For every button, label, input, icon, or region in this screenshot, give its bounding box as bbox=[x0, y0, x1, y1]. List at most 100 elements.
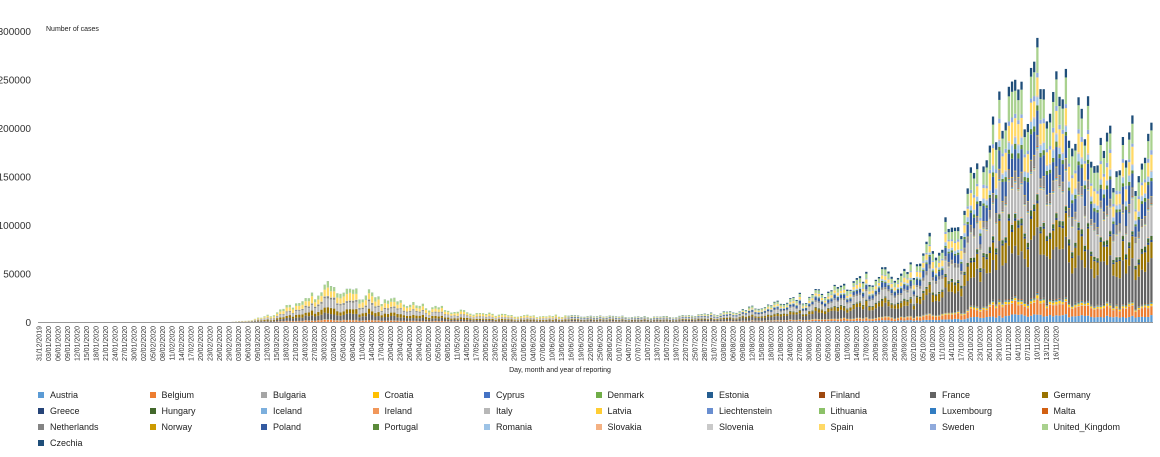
bar-segment bbox=[504, 320, 507, 322]
bar-segment bbox=[472, 315, 475, 318]
bar-segment bbox=[450, 313, 453, 316]
bar-segment bbox=[266, 315, 269, 318]
bar-segment bbox=[447, 319, 450, 322]
bar-segment bbox=[431, 318, 434, 322]
bar-segment bbox=[348, 302, 352, 309]
bar-segment bbox=[405, 311, 409, 313]
bar-segment bbox=[295, 311, 298, 315]
bar-segment bbox=[570, 315, 573, 316]
bar-segment bbox=[580, 317, 583, 318]
bar-segment bbox=[418, 318, 421, 322]
bar-segment bbox=[291, 316, 295, 319]
bar-segment bbox=[380, 317, 383, 321]
bar-segment bbox=[390, 307, 393, 309]
bar-segment bbox=[709, 319, 713, 321]
bar-segment bbox=[459, 311, 463, 315]
bar-segment bbox=[263, 317, 266, 319]
bar-segment bbox=[377, 296, 380, 300]
bar-segment bbox=[380, 315, 383, 318]
bar-segment bbox=[466, 312, 469, 314]
bar-segment bbox=[611, 320, 615, 322]
bar-segment bbox=[282, 321, 285, 322]
bar-segment bbox=[494, 315, 497, 317]
bar-segment bbox=[738, 315, 741, 317]
bar-segment bbox=[437, 309, 440, 313]
bar-segment bbox=[383, 313, 386, 317]
bar-segment bbox=[380, 304, 383, 307]
bar-segment bbox=[396, 314, 399, 318]
bar-segment bbox=[298, 310, 301, 311]
bar-segment bbox=[561, 320, 564, 321]
bar-segment bbox=[627, 317, 630, 319]
bar-segment bbox=[532, 316, 535, 318]
bar-segment bbox=[314, 299, 317, 303]
bar-segment bbox=[725, 316, 729, 318]
bar-segment bbox=[583, 318, 586, 319]
bar-segment bbox=[421, 303, 424, 307]
bar-segment bbox=[352, 309, 355, 314]
bar-segment bbox=[301, 310, 304, 315]
bar-segment bbox=[364, 312, 367, 317]
bar-segment bbox=[418, 312, 421, 316]
bar-segment bbox=[485, 319, 488, 321]
bar-segment bbox=[488, 314, 491, 317]
bar-segment bbox=[266, 319, 269, 321]
bar-segment bbox=[570, 318, 573, 319]
bar-segment bbox=[462, 321, 466, 322]
bar-segment bbox=[576, 320, 580, 322]
bar-segment bbox=[301, 304, 304, 309]
bar-segment bbox=[345, 294, 348, 301]
bar-segment bbox=[621, 319, 624, 321]
bar-segment bbox=[317, 315, 320, 320]
bar-segment bbox=[339, 312, 342, 316]
bar-segment bbox=[415, 305, 418, 308]
bar-segment bbox=[456, 313, 459, 316]
bar-segment bbox=[412, 305, 415, 310]
bar-segment bbox=[405, 312, 409, 316]
bar-segment bbox=[393, 306, 396, 308]
bar-segment bbox=[390, 312, 393, 316]
bar-segment bbox=[352, 313, 355, 320]
bar-segment bbox=[402, 304, 405, 307]
bar-segment bbox=[687, 316, 691, 317]
bar-segment bbox=[557, 319, 561, 321]
bar-segment bbox=[355, 320, 358, 322]
bar-segment bbox=[649, 320, 653, 322]
bar-segment bbox=[488, 318, 491, 320]
bar-segment bbox=[424, 313, 428, 314]
bar-segment bbox=[371, 296, 374, 303]
bar-segment bbox=[374, 306, 377, 308]
bar-segment bbox=[450, 318, 453, 320]
bar-segment bbox=[434, 305, 437, 309]
bar-segment bbox=[592, 316, 596, 318]
bar-segment bbox=[732, 314, 735, 315]
bar-segment bbox=[630, 319, 634, 320]
bar-segment bbox=[412, 310, 415, 315]
bar-segment bbox=[573, 319, 577, 322]
bar-segment bbox=[472, 314, 475, 316]
bar-segment bbox=[526, 320, 529, 322]
bar-segment bbox=[580, 319, 583, 320]
bar-segment bbox=[665, 319, 668, 321]
bar-segment bbox=[738, 313, 741, 314]
bar-segment bbox=[272, 316, 276, 318]
bar-segment bbox=[329, 291, 333, 298]
bar-segment bbox=[443, 311, 447, 315]
bar-segment bbox=[703, 319, 706, 322]
bar-segment bbox=[510, 315, 513, 317]
bar-segment bbox=[614, 320, 618, 322]
bar-segment bbox=[608, 319, 611, 321]
bar-segment bbox=[288, 315, 291, 318]
bar-segment bbox=[326, 320, 329, 322]
bar-segment bbox=[621, 320, 624, 322]
bar-segment bbox=[310, 303, 314, 305]
bar-segment bbox=[697, 318, 700, 320]
bar-segment bbox=[510, 320, 513, 322]
bar-segment bbox=[450, 312, 453, 314]
bar-segment bbox=[491, 320, 494, 322]
bar-segment bbox=[595, 319, 599, 321]
bar-segment bbox=[320, 314, 323, 320]
bar-segment bbox=[276, 313, 279, 316]
bar-segment bbox=[687, 317, 691, 318]
bar-segment bbox=[472, 320, 475, 322]
